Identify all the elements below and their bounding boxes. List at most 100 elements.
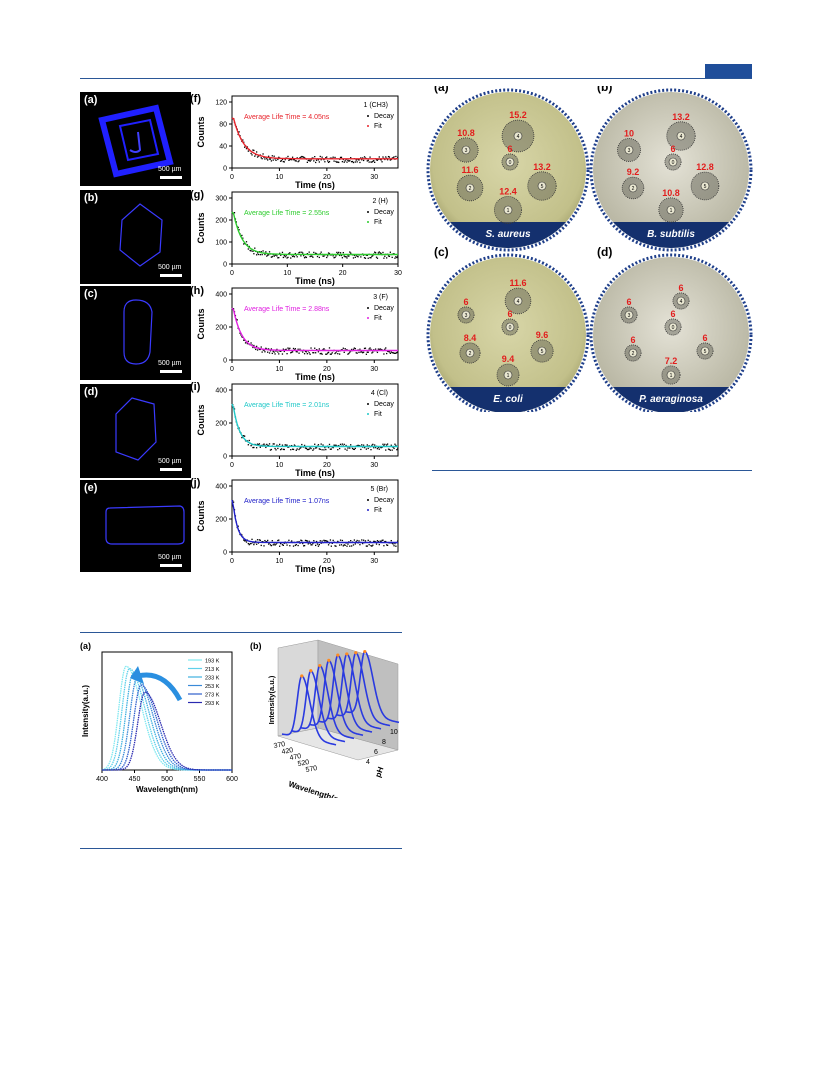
x-tick-label: 30 [394,270,402,277]
disc [503,205,513,215]
decay-point [354,161,356,163]
decay-point [255,345,258,348]
decay-point [241,336,243,338]
decay-point [392,157,394,159]
decay-point [342,158,344,161]
x-tick-label: 0 [230,270,234,277]
decay-point [278,353,280,355]
decay-point [294,160,297,162]
decay-point [266,255,268,257]
decay-point [297,544,299,547]
x-axis-label: Wavelength(nm) [287,779,349,798]
decay-point [301,251,303,253]
panel-label: (j) [190,477,201,489]
decay-point [353,448,356,451]
decay-point [372,254,374,257]
decay-point [256,156,259,158]
zone-value: 10 [624,129,634,139]
decay-point [253,543,255,546]
decay-point [283,350,285,353]
x-tick-label: 0 [230,558,234,565]
disc [628,348,638,358]
decay-point [243,243,245,245]
decay-point [353,254,356,256]
decay-point [297,348,299,350]
decay-point [384,255,386,257]
decay-point [341,539,344,542]
decay-point [298,448,300,451]
legend-fit-label: Fit [374,315,382,322]
zone-value: 6 [702,333,707,343]
decay-point [387,448,390,450]
decay-point [296,256,298,258]
decay-point [272,350,274,352]
decay-point [272,254,274,256]
decay-point [255,543,258,545]
decay-point [367,447,369,450]
y-tick-label: 200 [215,517,227,524]
decay-point [297,160,299,163]
x-axis-label: Time (ns) [295,372,335,382]
decay-point [348,255,350,257]
decay-point [356,161,358,163]
decay-point [321,540,323,542]
decay-point [340,349,343,351]
decay-point [286,544,288,546]
disc-number: 0 [509,160,512,166]
decay-point [382,539,384,541]
compound-label: 2 (H) [372,198,388,205]
decay-point [287,347,289,349]
decay-point [361,444,363,446]
decay-point [241,234,243,237]
decay-point [312,256,314,258]
decay-point [367,351,369,353]
decay-point [316,543,319,545]
decay-point [338,444,340,447]
ph-spectrum [299,664,355,740]
disc [505,157,515,167]
decay-point [332,447,334,449]
decay-point [389,352,391,354]
decay-point [335,352,337,354]
decay-point [343,443,345,446]
decay-point [363,257,366,259]
decay-point [282,448,285,451]
legend-fit-marker [367,221,369,223]
decay-point [281,544,284,546]
header-tab [705,64,752,78]
decay-point [320,542,322,544]
decay-point [243,435,246,437]
disc-number: 2 [469,351,472,357]
decay-point [275,543,277,545]
fit-line [231,499,398,544]
decay-point [317,444,320,446]
decay-point [279,545,281,547]
decay-point [255,540,257,542]
decay-point [380,447,382,449]
disc [537,181,547,191]
decay-point [319,155,321,158]
decay-point [283,542,285,544]
panel-label: (c) [84,288,98,300]
decay-point [322,255,324,257]
decay-point [350,545,353,547]
decay-point [308,159,310,161]
decay-point [257,253,260,256]
ph-spectrum [326,652,382,730]
decay-point [338,251,340,254]
decay-point [352,257,355,259]
decay-point [255,254,258,256]
x-axis-label: Time (ns) [295,468,335,478]
x-tick-label: 30 [370,366,378,373]
decay-point [383,353,385,355]
decay-point [253,446,255,449]
decay-point [292,158,295,161]
decay-point [374,252,377,254]
ph-spectrum [344,650,400,724]
decay-point [268,352,271,354]
decay-point [379,540,381,542]
decay-point [283,254,285,257]
peak-marker [354,651,358,655]
decay-point [256,443,259,445]
decay-point [350,539,352,542]
